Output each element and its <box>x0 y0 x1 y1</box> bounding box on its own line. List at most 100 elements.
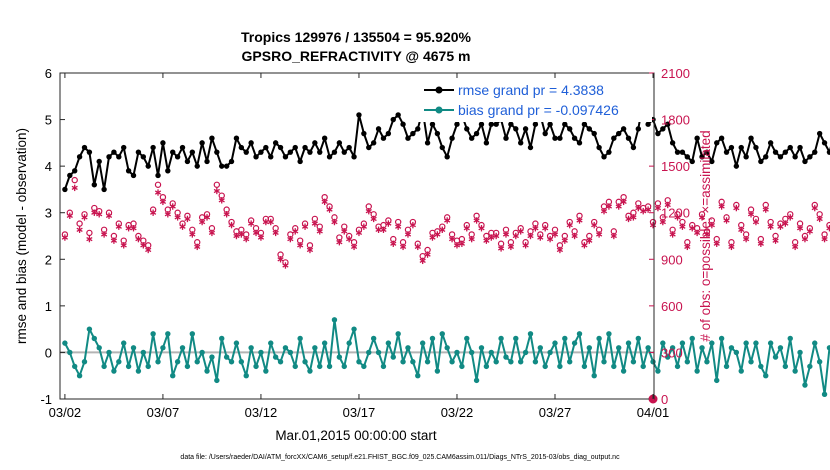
obs-assimilated-stroke <box>233 233 240 239</box>
rmse-point <box>821 140 828 146</box>
rmse-point <box>704 149 710 155</box>
rmse-point <box>233 135 240 141</box>
rmse-point <box>72 168 78 174</box>
rmse-point <box>228 158 235 165</box>
rmse-point <box>562 121 568 127</box>
rmse-point <box>483 140 490 146</box>
obs-assimilated-stroke <box>311 221 318 226</box>
rmse-point <box>660 126 666 132</box>
obs-assimilated-point <box>184 215 191 223</box>
bias-point <box>709 340 715 346</box>
obs-assimilated-stroke <box>301 224 309 229</box>
bias-point <box>542 363 548 370</box>
obs-assimilated-stroke <box>424 252 431 257</box>
obs-assimilated-point <box>689 225 696 232</box>
obs-assimilated-stroke <box>336 240 343 245</box>
bias-point <box>449 359 455 365</box>
obs-assimilated-stroke <box>370 216 377 222</box>
bias-point <box>782 363 789 370</box>
rmse-point <box>67 172 73 179</box>
obs-assimilated-stroke <box>120 243 127 248</box>
obs-assimilated-stroke <box>159 199 167 205</box>
obs-assimilated-stroke <box>542 226 549 231</box>
obs-assimilated-point <box>561 237 568 244</box>
obs-assimilated-point <box>537 234 544 241</box>
bias-point <box>72 363 78 370</box>
bias-point <box>748 359 754 365</box>
bias-point <box>62 340 68 346</box>
rmse-point <box>62 186 68 193</box>
bias-point <box>419 340 426 346</box>
obs-assimilated-stroke <box>792 244 799 250</box>
y-tick-label: -1 <box>40 392 52 407</box>
rmse-point <box>331 149 338 155</box>
bias-point <box>145 363 151 370</box>
obs-assimilated-stroke <box>600 208 608 214</box>
bias-point <box>96 345 102 351</box>
obs-assimilated-point <box>522 242 529 249</box>
obs-assimilated-stroke <box>502 232 510 237</box>
rmse-point <box>606 149 612 155</box>
obs-assimilated-point <box>115 223 122 230</box>
obs-assimilated-stroke <box>179 224 186 229</box>
rmse-point <box>204 158 210 165</box>
obs-assimilated-stroke <box>105 213 113 218</box>
rmse-point <box>586 126 593 132</box>
bias-point <box>699 345 705 351</box>
y2-tick-label: 0 <box>661 392 668 407</box>
rmse-point <box>248 140 254 146</box>
rmse-point <box>542 130 548 137</box>
rmse-point <box>81 144 88 151</box>
obs-assimilated-point <box>355 229 363 237</box>
rmse-point <box>76 154 83 160</box>
obs-assimilated-stroke <box>615 204 622 209</box>
rmse-point <box>679 149 686 155</box>
obs-assimilated-point <box>600 207 608 215</box>
rmse-point <box>121 144 127 151</box>
y2-axis-label: # of obs: o=possible; ×=assimilated <box>698 130 713 341</box>
obs-assimilated-stroke <box>483 238 490 243</box>
obs-assimilated-point <box>297 242 304 249</box>
bias-point <box>321 340 328 346</box>
obs-assimilated-stroke <box>488 235 495 240</box>
bias-point <box>86 326 93 332</box>
y-tick-label: 5 <box>45 113 52 128</box>
rmse-point <box>282 154 289 160</box>
bias-point <box>816 359 823 365</box>
rmse-point <box>385 130 392 137</box>
obs-assimilated-point <box>282 262 289 269</box>
rmse-point <box>616 130 622 137</box>
obs-assimilated-stroke <box>81 215 88 220</box>
rmse-point <box>532 121 539 127</box>
obs-assimilated-stroke <box>101 232 108 237</box>
rmse-point <box>807 154 813 160</box>
rmse-point <box>238 144 245 151</box>
rmse-point <box>601 154 607 160</box>
bias-point <box>307 368 313 374</box>
obs-assimilated-point <box>399 243 407 251</box>
obs-assimilated-point <box>542 225 549 232</box>
x-tick-label: 03/22 <box>441 405 474 420</box>
obs-assimilated-point <box>586 237 593 244</box>
rmse-point <box>728 144 735 151</box>
obs-assimilated-stroke <box>355 230 363 236</box>
obs-assimilated-stroke <box>566 222 573 228</box>
bias-point <box>772 354 779 360</box>
obs-assimilated-stroke <box>649 222 657 228</box>
obs-assimilated-point <box>674 214 681 221</box>
bias-point <box>219 335 225 342</box>
obs-assimilated-stroke <box>728 244 735 250</box>
bias-point <box>807 363 813 370</box>
obs-assimilated-stroke <box>517 229 524 234</box>
rmse-point <box>709 158 715 165</box>
rmse-point <box>341 149 347 155</box>
obs-assimilated-point <box>213 187 220 195</box>
bias-point <box>660 340 666 346</box>
y-tick-label: 2 <box>45 252 52 267</box>
obs-assimilated-point <box>532 225 539 232</box>
obs-assimilated-stroke <box>61 235 69 240</box>
obs-assimilated-point <box>360 223 367 230</box>
obs-assimilated-point <box>816 215 823 223</box>
obs-assimilated-stroke <box>787 215 794 220</box>
